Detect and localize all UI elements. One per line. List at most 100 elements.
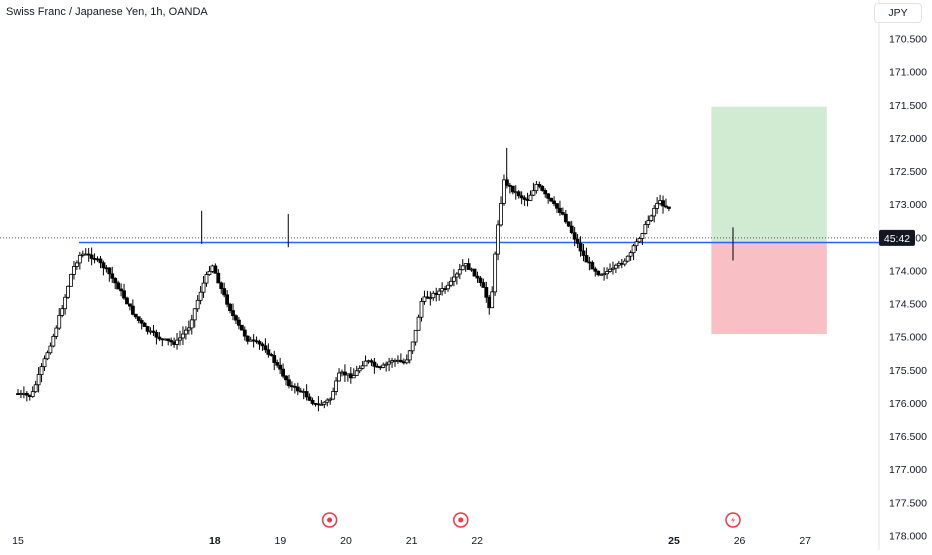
- candle-body: [195, 299, 200, 310]
- candle-body: [502, 179, 506, 204]
- candle-body: [552, 200, 556, 205]
- candle-body: [422, 296, 427, 302]
- candle-body: [478, 277, 483, 283]
- candle-body: [387, 361, 392, 365]
- candle-body: [89, 254, 94, 259]
- candle-body: [175, 339, 179, 345]
- candle-body: [354, 370, 359, 376]
- candle-body: [363, 360, 368, 367]
- candle-body: [410, 341, 415, 352]
- currency-selector[interactable]: JPY: [874, 3, 922, 23]
- candle-body: [643, 224, 648, 234]
- candle-body: [537, 184, 542, 187]
- lightning-event-icon[interactable]: [725, 512, 741, 528]
- candle-body: [307, 396, 312, 401]
- candle-body: [101, 262, 106, 269]
- candle-body: [287, 379, 291, 387]
- position-zones: [711, 106, 827, 334]
- candle-body: [107, 267, 112, 275]
- candle-body: [460, 265, 465, 271]
- candle-body: [661, 200, 665, 207]
- candle-body: [116, 282, 121, 290]
- candle-body: [328, 398, 333, 401]
- candle-body: [269, 354, 274, 356]
- candle-body: [272, 355, 277, 363]
- candle-body: [39, 366, 44, 375]
- candle-body: [637, 238, 642, 243]
- candle-body: [466, 263, 471, 270]
- economic-event-icon[interactable]: [321, 512, 338, 528]
- candle-body: [510, 185, 515, 193]
- candle-body: [369, 360, 374, 363]
- candle-body: [98, 258, 103, 264]
- candle-body: [216, 272, 221, 284]
- candle-body: [372, 361, 377, 367]
- take-profit-zone[interactable]: [711, 106, 827, 243]
- candle-body: [611, 267, 615, 270]
- price-tick-label: 176.500: [889, 431, 927, 443]
- price-tick-label: 175.000: [889, 332, 927, 344]
- candle-body: [213, 265, 218, 274]
- candle-body: [613, 264, 618, 269]
- candle-body: [667, 206, 671, 209]
- candle-body: [284, 375, 288, 381]
- time-axis[interactable]: 15 18 19 20 21 22 25 26 27: [12, 535, 811, 547]
- candle-body: [555, 203, 559, 209]
- candle-body: [239, 324, 244, 331]
- candle-body: [219, 282, 224, 289]
- candle-body: [281, 368, 285, 377]
- candle-body: [413, 329, 418, 343]
- candle-body: [581, 250, 586, 256]
- candle-body: [192, 308, 197, 321]
- candle-body: [572, 232, 577, 240]
- candle-body: [575, 238, 580, 244]
- candle-body: [257, 341, 262, 345]
- candle-body: [605, 271, 609, 275]
- time-tick-label: 19: [275, 535, 287, 547]
- candle-body: [475, 275, 480, 279]
- candle-body: [133, 313, 138, 318]
- candle-body: [183, 329, 188, 335]
- candle-body: [236, 319, 241, 326]
- price-axis[interactable]: 170.500 171.000 171.500 172.000 172.500 173.0…: [889, 34, 927, 543]
- stop-loss-zone[interactable]: [711, 242, 827, 334]
- candle-body: [522, 197, 527, 200]
- candle-body: [51, 335, 56, 347]
- candle-body: [325, 399, 330, 403]
- price-tick-label: 174.000: [889, 265, 927, 277]
- candle-body: [516, 191, 521, 197]
- event-markers[interactable]: [321, 512, 741, 528]
- candle-body: [593, 268, 598, 272]
- candle-body: [225, 294, 230, 305]
- candle-body: [169, 340, 174, 343]
- price-tick-label: 175.500: [889, 365, 927, 377]
- candle-body: [142, 322, 147, 327]
- candle-body: [201, 282, 206, 293]
- candle-body: [404, 359, 409, 364]
- time-tick-label: 25: [668, 535, 680, 547]
- candle-body: [428, 297, 433, 300]
- candle-body: [48, 345, 53, 354]
- economic-event-icon[interactable]: [453, 512, 469, 528]
- candle-body: [622, 260, 627, 265]
- price-tick-label: 172.000: [889, 133, 927, 145]
- candle-body: [549, 197, 554, 202]
- price-tick-label: 171.000: [889, 67, 927, 79]
- price-lines: [0, 237, 879, 244]
- candle-body: [655, 203, 660, 209]
- candle-body: [319, 403, 324, 406]
- candle-body: [481, 282, 486, 288]
- candle-body: [181, 333, 185, 339]
- candle-body: [242, 329, 247, 337]
- candle-body: [151, 330, 156, 333]
- candle-body: [42, 358, 47, 368]
- candle-body: [634, 241, 639, 247]
- candle-body: [534, 184, 539, 192]
- candle-body: [331, 391, 336, 400]
- candle-body: [231, 310, 235, 317]
- candle-body: [407, 350, 412, 361]
- candle-body: [398, 359, 403, 363]
- candle-body: [204, 274, 209, 284]
